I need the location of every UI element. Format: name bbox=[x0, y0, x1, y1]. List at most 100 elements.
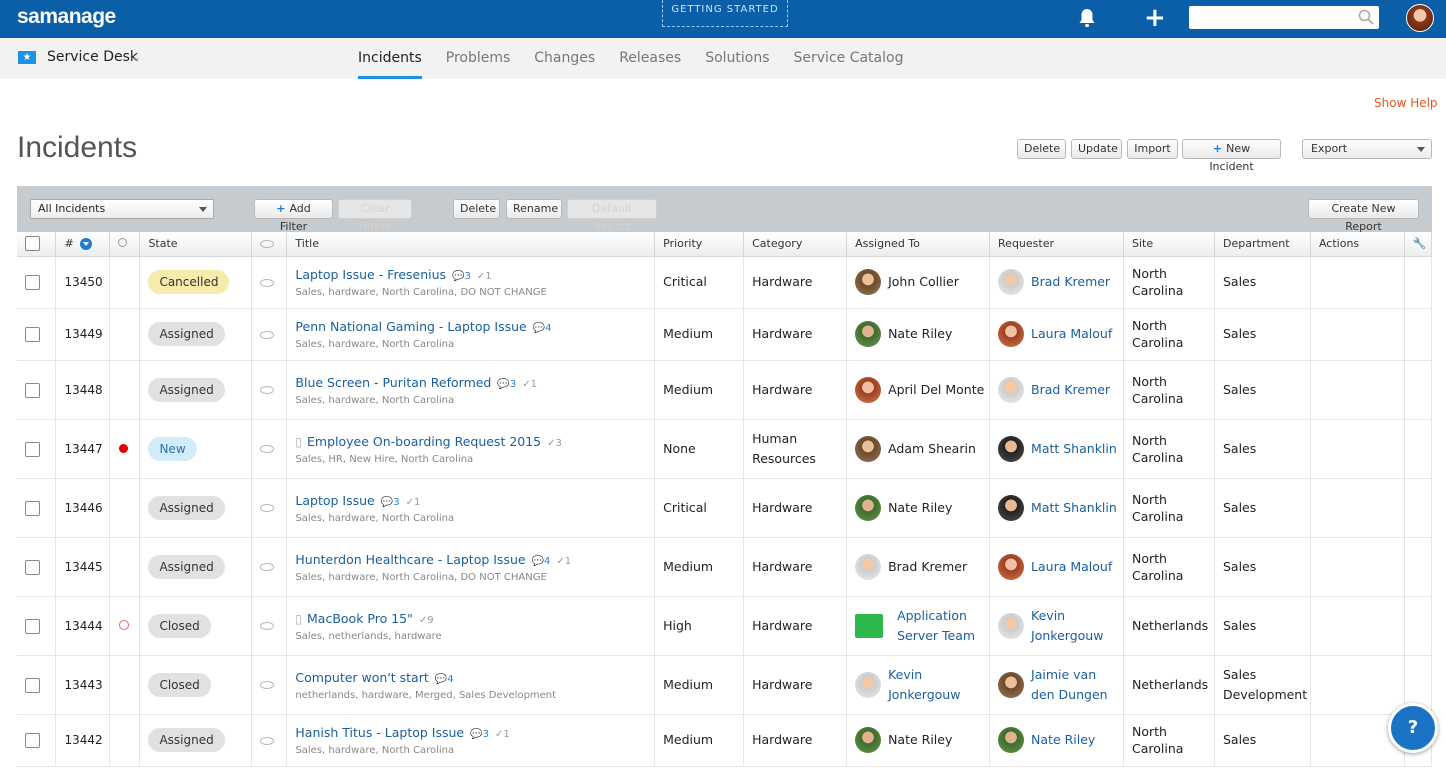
watch-eye-icon[interactable] bbox=[260, 330, 275, 339]
row-checkbox[interactable] bbox=[25, 441, 40, 457]
row-checkbox[interactable] bbox=[25, 500, 40, 516]
tab-changes[interactable]: Changes bbox=[534, 50, 596, 66]
row-checkbox[interactable] bbox=[25, 559, 40, 575]
requester-avatar bbox=[998, 321, 1025, 347]
user-avatar[interactable] bbox=[1406, 4, 1434, 32]
table-header-row: # State Title Priority Category Assigned… bbox=[17, 232, 1433, 257]
row-checkbox[interactable] bbox=[25, 677, 40, 693]
sort-desc-icon[interactable] bbox=[79, 238, 92, 251]
tab-incidents[interactable]: Incidents bbox=[358, 38, 422, 79]
table-row[interactable]: 13442 Assigned Hanish Titus - Laptop Issue… bbox=[17, 714, 1433, 767]
wrench-icon[interactable]: 🔧 bbox=[1412, 237, 1427, 251]
assignee-name[interactable]: Kevin Jonkergouw bbox=[888, 666, 961, 702]
col-settings[interactable]: 🔧 bbox=[1404, 232, 1433, 257]
delete-report-button[interactable]: Delete bbox=[453, 199, 500, 219]
col-title[interactable]: Title bbox=[286, 232, 656, 257]
brand-logo[interactable]: samanage bbox=[17, 5, 116, 28]
requester-name[interactable]: Nate Riley bbox=[1031, 732, 1096, 747]
watch-eye-icon[interactable] bbox=[260, 386, 275, 394]
col-number[interactable]: # bbox=[55, 232, 111, 257]
row-checkbox[interactable] bbox=[25, 327, 40, 342]
incident-title-link[interactable]: Hunterdon Healthcare - Laptop Issue bbox=[295, 551, 526, 567]
table-row[interactable]: 13450 Cancelled Laptop Issue - Fresenius 💬3… bbox=[17, 256, 1433, 309]
tab-solutions[interactable]: Solutions bbox=[705, 50, 770, 66]
rename-report-button[interactable]: Rename bbox=[506, 199, 562, 219]
add-filter-button[interactable]: + Add Filter bbox=[254, 199, 333, 233]
show-help-link[interactable]: Show Help bbox=[1374, 96, 1438, 110]
requester-name[interactable]: Brad Kremer bbox=[1031, 274, 1111, 289]
row-checkbox[interactable] bbox=[25, 382, 40, 398]
row-checkbox[interactable] bbox=[25, 618, 40, 634]
new-incident-button[interactable]: + New Incident bbox=[1182, 139, 1281, 173]
requester-name[interactable]: Kevin Jonkergouw bbox=[1031, 607, 1104, 643]
col-department[interactable]: Department bbox=[1214, 232, 1311, 257]
getting-started-button[interactable]: GETTING STARTED bbox=[662, 0, 788, 27]
state-cell: Closed bbox=[139, 655, 253, 715]
watch-eye-icon[interactable] bbox=[260, 445, 275, 453]
incident-title-link[interactable]: MacBook Pro 15" bbox=[307, 610, 413, 626]
incident-title-link[interactable]: Blue Screen - Puritan Reformed bbox=[295, 374, 492, 390]
incident-title-link[interactable]: Laptop Issue bbox=[295, 492, 375, 508]
table-row[interactable]: 13449 Assigned Penn National Gaming - Lapt… bbox=[17, 308, 1433, 361]
col-requester[interactable]: Requester bbox=[989, 232, 1124, 257]
delete-button[interactable]: Delete bbox=[1017, 139, 1066, 159]
watch-eye-icon[interactable] bbox=[260, 278, 275, 287]
incident-title-link[interactable]: Hanish Titus - Laptop Issue bbox=[295, 725, 465, 740]
watch-eye-icon[interactable] bbox=[260, 563, 275, 571]
watch-eye-icon[interactable] bbox=[260, 681, 275, 689]
incident-tags: Sales, hardware, North Carolina bbox=[295, 394, 455, 406]
update-button[interactable]: Update bbox=[1071, 139, 1122, 159]
export-select[interactable]: Export bbox=[1302, 139, 1432, 159]
module-switcher[interactable]: Service Desk bbox=[47, 49, 138, 65]
table-row[interactable]: 13446 Assigned Laptop Issue 💬3 ✓1 Sales, hard… bbox=[17, 478, 1433, 538]
col-priority[interactable]: Priority bbox=[654, 232, 745, 257]
help-chat-button[interactable]: ? bbox=[1388, 703, 1438, 753]
incident-title-link[interactable]: Laptop Issue - Fresenius bbox=[295, 267, 447, 282]
incident-number: 13446 bbox=[55, 478, 111, 538]
watch-eye-icon[interactable] bbox=[260, 504, 275, 512]
col-state[interactable]: State bbox=[139, 232, 253, 257]
watch-eye-icon[interactable] bbox=[260, 736, 275, 745]
clear-filters-button[interactable]: Clear Filters bbox=[338, 199, 412, 233]
create-new-report-button[interactable]: Create New Report bbox=[1308, 199, 1419, 233]
search-icon[interactable] bbox=[1358, 9, 1374, 25]
table-row[interactable]: 13447 New ▯ Employee On-boarding Request 20… bbox=[17, 419, 1433, 479]
view-select[interactable]: All Incidents bbox=[30, 199, 214, 219]
col-assigned-to[interactable]: Assigned To bbox=[846, 232, 991, 257]
requester-name[interactable]: Jaimie van den Dungen bbox=[1031, 666, 1108, 702]
priority-cell: Critical bbox=[654, 478, 745, 538]
requester-name[interactable]: Laura Malouf bbox=[1031, 326, 1113, 341]
search-input[interactable] bbox=[1189, 6, 1379, 29]
table-row[interactable]: 13448 Assigned Blue Screen - Puritan Refor… bbox=[17, 360, 1433, 420]
default-report-button[interactable]: Default Report bbox=[567, 199, 657, 233]
requester-name[interactable]: Matt Shanklin bbox=[1031, 499, 1117, 515]
requester-name[interactable]: Laura Malouf bbox=[1031, 558, 1113, 574]
export-label: Export bbox=[1311, 142, 1348, 155]
incident-title-link[interactable]: Penn National Gaming - Laptop Issue bbox=[295, 319, 527, 334]
incident-title-link[interactable]: Employee On-boarding Request 2015 bbox=[307, 433, 542, 449]
assignee-name[interactable]: Application Server Team bbox=[897, 607, 976, 643]
tab-service-catalog[interactable]: Service Catalog bbox=[793, 50, 904, 66]
col-category[interactable]: Category bbox=[743, 232, 848, 257]
row-checkbox[interactable] bbox=[25, 275, 40, 290]
requester-cell: Kevin Jonkergouw bbox=[989, 596, 1124, 656]
incident-title-link[interactable]: Computer won't start bbox=[295, 669, 429, 685]
requester-cell: Brad Kremer bbox=[989, 256, 1124, 309]
col-site[interactable]: Site bbox=[1123, 232, 1215, 257]
requester-name[interactable]: Matt Shanklin bbox=[1031, 440, 1117, 456]
import-button[interactable]: Import bbox=[1127, 139, 1178, 159]
requester-name[interactable]: Brad Kremer bbox=[1031, 381, 1111, 397]
chevron-down-icon[interactable]: ⌄ bbox=[131, 50, 142, 64]
table-row[interactable]: 13443 Closed Computer won't start 💬4 netherl… bbox=[17, 655, 1433, 715]
row-checkbox[interactable] bbox=[25, 733, 40, 748]
create-plus-icon[interactable]: + bbox=[1144, 3, 1166, 33]
watch-eye-icon[interactable] bbox=[260, 622, 275, 630]
select-all-checkbox[interactable] bbox=[25, 236, 40, 252]
notifications-bell-icon[interactable] bbox=[1078, 8, 1096, 28]
title-cell: Laptop Issue 💬3 ✓1 Sales, hardware, North C… bbox=[286, 478, 656, 538]
tab-problems[interactable]: Problems bbox=[445, 50, 511, 66]
priority-cell: Medium bbox=[654, 308, 745, 361]
tab-releases[interactable]: Releases bbox=[619, 50, 682, 66]
table-row[interactable]: 13445 Assigned Hunterdon Healthcare - Lapt… bbox=[17, 537, 1433, 597]
table-row[interactable]: 13444 Closed ▯ MacBook Pro 15" ✓9 Sales, neth… bbox=[17, 596, 1433, 656]
